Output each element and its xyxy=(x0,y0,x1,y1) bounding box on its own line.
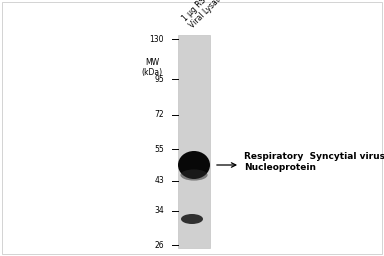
Bar xyxy=(178,35,210,248)
Text: 72: 72 xyxy=(154,110,164,119)
Text: 130: 130 xyxy=(149,35,164,44)
Text: 43: 43 xyxy=(154,176,164,185)
Ellipse shape xyxy=(181,214,203,224)
Text: MW
(kDa): MW (kDa) xyxy=(141,58,162,77)
Text: Respiratory  Syncytial virus
Nucleoprotein: Respiratory Syncytial virus Nucleoprotei… xyxy=(244,152,384,172)
Ellipse shape xyxy=(180,169,208,180)
Text: 95: 95 xyxy=(154,75,164,84)
Text: 34: 34 xyxy=(154,206,164,215)
Text: 26: 26 xyxy=(154,240,164,250)
Ellipse shape xyxy=(178,151,210,179)
Text: 55: 55 xyxy=(154,145,164,154)
Text: 1 μg RSV subtype A
Viral Lysate: 1 μg RSV subtype A Viral Lysate xyxy=(180,0,247,30)
